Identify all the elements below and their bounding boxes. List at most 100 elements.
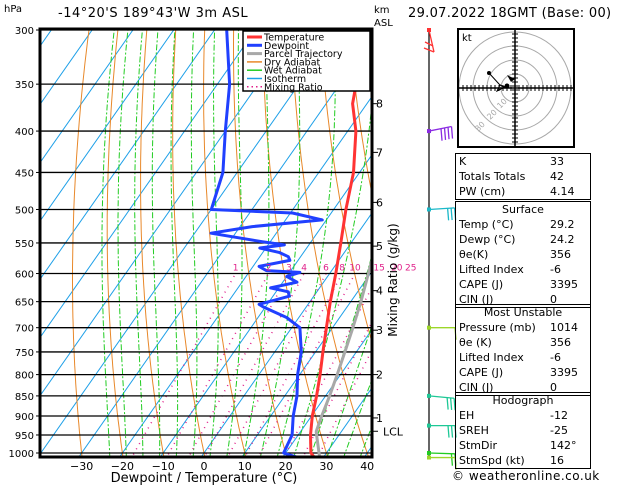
location-title: -14°20'S 189°43'W 3m ASL [58,6,249,21]
hodograph-ring-label-30: 30 [473,120,487,134]
surface-row: θe(K) 356 [456,247,590,262]
hodograph-trace [488,72,508,88]
most-unstable-title: Most Unstable [483,306,563,319]
index-value: 0 [550,381,557,394]
surface-row: CAPE (J) 3395 [456,277,590,292]
temperature-tick-label: −10 [152,460,175,473]
wet-adiabat-line [190,30,198,456]
mixing-ratio-labels: 1 2 3 4 6 8 10 15 20 25 [233,264,417,274]
dry-adiabat-line [172,30,206,456]
legend-label: Mixing Ratio [264,82,323,93]
height-tick-label: 8 [376,98,383,111]
dry-adiabat-line [72,30,90,456]
mixing-ratio-line [317,350,371,456]
series-dewpoint [209,30,324,456]
index-label: Dewp (°C) [459,233,516,246]
most-unstable-row: CIN (J) 0 [456,380,590,395]
surface-title: Surface [502,203,544,216]
wind-barb-feather [450,208,453,221]
mixing-ratio-label: 25 [405,264,416,274]
index-row-pw: PW (cm) 4.14 [456,184,590,199]
pressure-tick-label: 1000 [9,449,34,460]
index-label: θe (K) [459,336,492,349]
legend-label: Temperature [263,33,324,44]
wet-adiabat-line [343,380,371,456]
wind-barb-flag [423,47,435,53]
wind-barb-shaft [428,395,455,399]
series-parcel-trajectory [314,257,371,456]
wet-adiabat-line [134,30,144,456]
surface-table: Surface Temp (°C) 29.2 Dewp (°C) 24.2 θe(K… [455,201,591,308]
copyright-link[interactable]: © weatheronline.co.uk [452,469,600,483]
index-label: Lifted Index [459,263,524,276]
pressure-tick-labels: 300 350 400 450 500 550 600 650 700 750 800 850 900 9… [9,26,41,460]
height-axis-unit: km ASL [374,4,393,30]
height-tick-label: LCL [383,425,404,438]
most-unstable-row: CAPE (J) 3395 [456,365,590,380]
isotherm-line [282,330,371,456]
wind-profile [423,28,457,470]
wind-barb-shaft [428,29,435,53]
hodograph-row: EH -12 [456,408,590,423]
isotherm-line [41,30,134,163]
wet-adiabat-line [117,30,129,456]
index-value: 42 [550,170,564,183]
wind-barb-feather [446,208,450,221]
hodograph: kt 10 20 30 [457,28,575,148]
general-indices-table: K 33 Totals Totals 42 PW (cm) 4.14 [455,153,591,200]
datetime-title: 29.07.2022 18GMT (Base: 00) [408,6,612,21]
height-tick-label: 7 [376,146,383,159]
index-label: CIN (J) [459,381,494,394]
hodograph-indices-table: Hodograph EH -12 SREH -25 StmDir 142° StmSp… [455,392,591,469]
index-value: 29.2 [550,218,575,231]
pressure-tick-label: 350 [15,80,34,91]
wet-adiabat-line [209,30,219,456]
height-unit-asl: ASL [374,18,393,29]
legend-label: Isotherm [264,74,306,85]
temperature-tick-labels: −30 −20 −10 0 10 20 30 40 [70,460,374,473]
index-value: 356 [550,248,571,261]
hodograph-unit-label: kt [462,33,472,44]
wind-barb-feather [450,425,454,438]
isotherm-line [201,213,371,456]
dry-adiabat-line [106,30,124,456]
most-unstable-row: θe (K) 356 [456,335,590,350]
wind-barb-feather [443,127,447,140]
index-label: K [459,155,467,168]
pressure-tick-label: 950 [15,431,34,442]
wind-barb-feather [450,126,454,139]
wind-barb-feather [449,397,453,410]
temperature-tick-label: 0 [201,460,208,473]
index-label: StmDir [459,439,498,452]
series-group [209,30,371,456]
index-label: StmSpd (kt) [459,454,525,467]
wind-barb-flag [424,41,434,47]
index-value: 1014 [550,321,578,334]
index-label: Totals Totals [459,170,526,183]
mixing-ratio-axis-title: Mixing Ratio (g/kg) [386,223,400,336]
index-value: -25 [550,424,568,437]
wind-barb-feather [447,127,450,140]
mixing-ratio-label: 4 [301,264,307,274]
pressure-tick-label: 600 [15,270,34,281]
isotherm-line [323,388,371,456]
wet-adiabat-line [226,30,243,456]
index-value: -6 [550,263,561,276]
index-value: 24.2 [550,233,575,246]
index-label: θe(K) [459,248,489,261]
height-tick-label: 4 [376,285,383,298]
mixing-ratio-line [131,273,237,456]
pressure-tick-label: 400 [15,127,34,138]
isotherm-line [41,30,256,338]
index-label: Temp (°C) [459,218,514,231]
surface-row: Dewp (°C) 24.2 [456,232,590,247]
wind-barb-shaft [428,452,455,455]
pressure-tick-label: 650 [15,298,34,309]
most-unstable-table: Most Unstable Pressure (mb) 1014 θe (K) 35… [455,304,591,396]
height-tick-label: 1 [376,412,383,425]
height-tick-label: 2 [376,369,383,382]
isotherm-line [41,30,175,221]
pressure-tick-label: 850 [15,392,34,403]
